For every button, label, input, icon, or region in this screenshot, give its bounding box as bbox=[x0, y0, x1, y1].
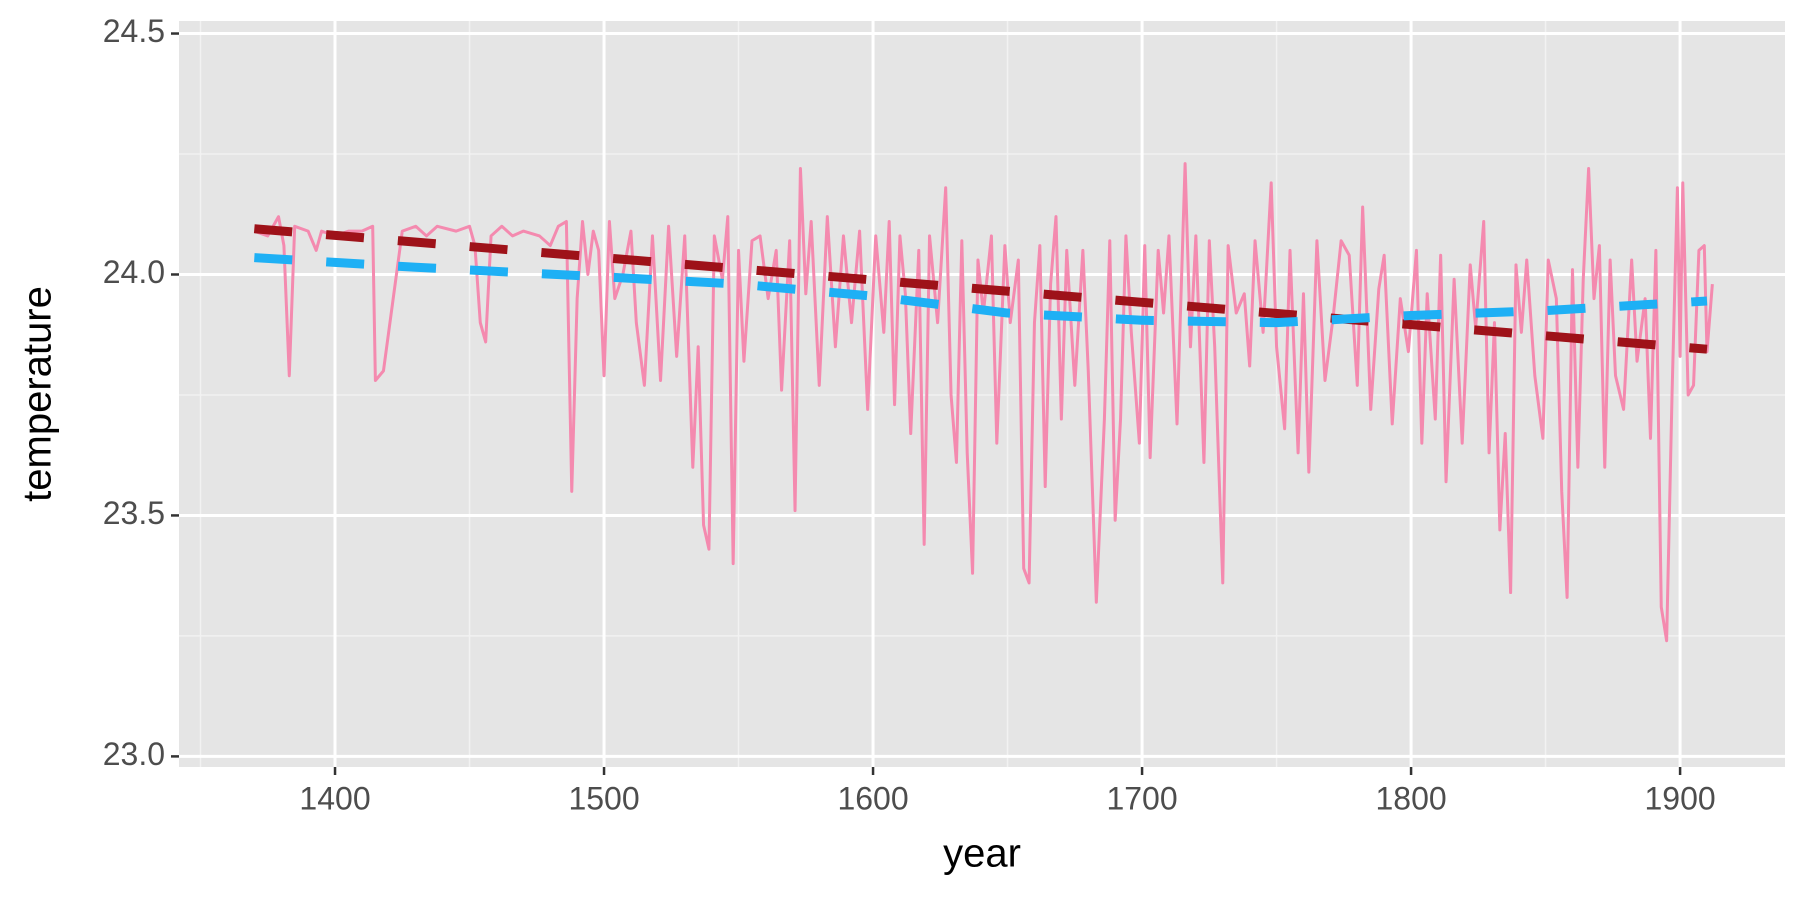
x-tick-label: 1600 bbox=[837, 780, 908, 816]
x-axis-title: year bbox=[943, 832, 1021, 876]
x-tick-label: 1500 bbox=[568, 780, 639, 816]
trend-line bbox=[254, 253, 1708, 328]
y-tick-label: 24.5 bbox=[103, 13, 165, 49]
data-line bbox=[253, 162, 1714, 643]
trend-line bbox=[253, 224, 1708, 354]
y-tick-label: 24.0 bbox=[103, 254, 165, 290]
y-tick-label: 23.5 bbox=[103, 495, 165, 531]
x-tick-label: 1700 bbox=[1106, 780, 1177, 816]
y-axis-title: temperature bbox=[16, 286, 60, 502]
x-tick-label: 1800 bbox=[1375, 780, 1446, 816]
x-tick-label: 1900 bbox=[1644, 780, 1715, 816]
x-tick-label: 1400 bbox=[299, 780, 370, 816]
panel bbox=[179, 21, 1785, 767]
y-tick-label: 23.0 bbox=[103, 736, 165, 772]
